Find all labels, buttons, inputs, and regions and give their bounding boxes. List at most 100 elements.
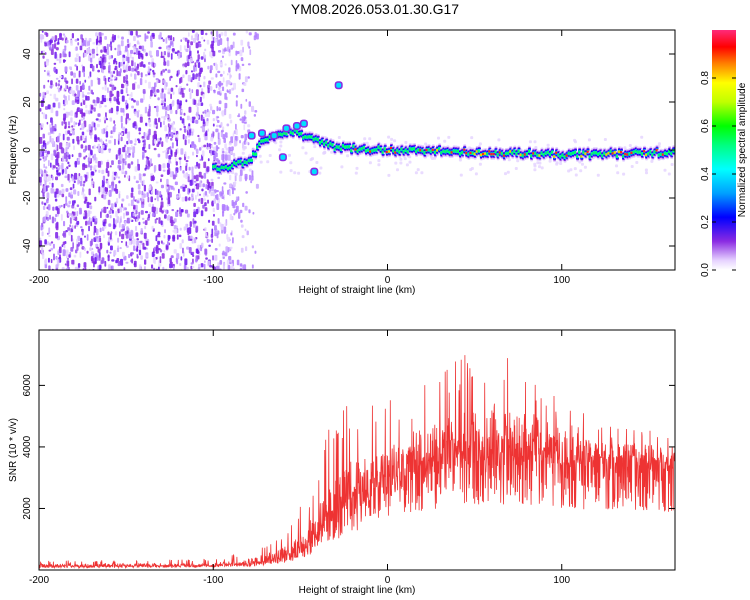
noise-cell (108, 109, 112, 114)
noise-cell (166, 60, 170, 67)
noise-cell (114, 76, 117, 79)
noise-cell (97, 161, 101, 168)
noise-cell (104, 144, 107, 151)
noise-cell (61, 37, 64, 41)
noise-cell (128, 231, 132, 239)
noise-cell (122, 54, 126, 59)
noise-cell (233, 212, 236, 216)
noise-cell (142, 179, 145, 185)
noise-cell (201, 150, 205, 157)
noise-cell (183, 128, 187, 133)
noise-cell (171, 48, 175, 52)
noise-cell (39, 137, 43, 144)
noise-cell (79, 127, 82, 131)
noise-cell (71, 225, 74, 230)
noise-cell (107, 49, 110, 56)
noise-cell (203, 161, 207, 169)
noise-cell (237, 115, 241, 118)
noise-cell (98, 57, 102, 62)
halo-cell (587, 138, 591, 142)
noise-cell (46, 199, 49, 204)
noise-cell (95, 236, 99, 239)
noise-cell (118, 180, 121, 184)
noise-cell (81, 123, 85, 130)
noise-cell (197, 54, 200, 60)
halo-cell (330, 150, 334, 154)
noise-cell (130, 73, 133, 77)
noise-cell (235, 50, 238, 56)
noise-cell (41, 30, 44, 33)
noise-cell (214, 194, 217, 199)
noise-cell (235, 196, 239, 202)
noise-cell (126, 93, 129, 97)
noise-cell (83, 100, 86, 105)
noise-cell (223, 137, 226, 143)
noise-cell (156, 111, 159, 117)
noise-cell (162, 79, 166, 84)
noise-cell (79, 251, 82, 258)
noise-cell (160, 103, 164, 106)
noise-cell (49, 93, 52, 96)
noise-cell (176, 73, 179, 77)
halo-cell (377, 163, 381, 167)
noise-cell (65, 196, 68, 203)
noise-cell (86, 234, 89, 241)
halo-cell (579, 169, 583, 173)
noise-cell (166, 169, 170, 175)
noise-cell (59, 246, 62, 254)
noise-cell (170, 255, 174, 259)
halo-cell (506, 170, 510, 174)
noise-cell (74, 160, 77, 168)
noise-cell (51, 36, 55, 41)
noise-cell (104, 36, 107, 40)
noise-cell (84, 145, 88, 151)
noise-cell (124, 45, 128, 52)
noise-cell (110, 245, 113, 251)
noise-cell (89, 165, 93, 169)
noise-cell (44, 69, 46, 72)
noise-cell (122, 162, 125, 170)
noise-cell (234, 181, 237, 185)
noise-cell (127, 56, 130, 64)
noise-cell (108, 223, 112, 227)
y-tick-label: 0 (22, 147, 33, 153)
noise-cell (48, 227, 51, 234)
noise-cell (82, 183, 85, 187)
noise-cell (202, 119, 205, 125)
halo-cell (478, 142, 482, 146)
noise-cell (146, 165, 150, 170)
noise-cell (51, 120, 54, 126)
noise-cell (148, 119, 150, 126)
noise-cell (232, 152, 236, 157)
noise-cell (44, 52, 47, 55)
noise-cell (253, 114, 256, 117)
noise-cell (71, 100, 75, 105)
noise-cell (212, 146, 216, 152)
noise-cell (186, 61, 190, 67)
noise-cell (79, 80, 81, 85)
noise-cell (58, 172, 61, 176)
noise-cell (89, 217, 93, 222)
noise-cell (214, 231, 218, 234)
noise-cell (42, 141, 45, 147)
noise-cell (75, 122, 78, 125)
snr-x-axis-label: Height of straight line (km) (299, 585, 416, 596)
noise-cell (73, 189, 77, 195)
noise-cell (214, 254, 218, 261)
noise-cell (102, 269, 105, 270)
noise-cell (215, 73, 218, 78)
noise-cell (142, 173, 146, 177)
noise-cell (75, 85, 79, 91)
noise-cell (66, 210, 69, 214)
noise-cell (166, 178, 169, 185)
noise-cell (234, 141, 238, 146)
noise-cell (87, 144, 91, 151)
noise-cell (75, 53, 79, 58)
noise-cell (113, 120, 116, 124)
noise-cell (154, 82, 157, 88)
noise-cell (133, 143, 137, 146)
noise-cell (43, 112, 46, 119)
noise-cell (121, 172, 125, 175)
halo-cell (368, 161, 372, 165)
noise-cell (76, 238, 78, 245)
